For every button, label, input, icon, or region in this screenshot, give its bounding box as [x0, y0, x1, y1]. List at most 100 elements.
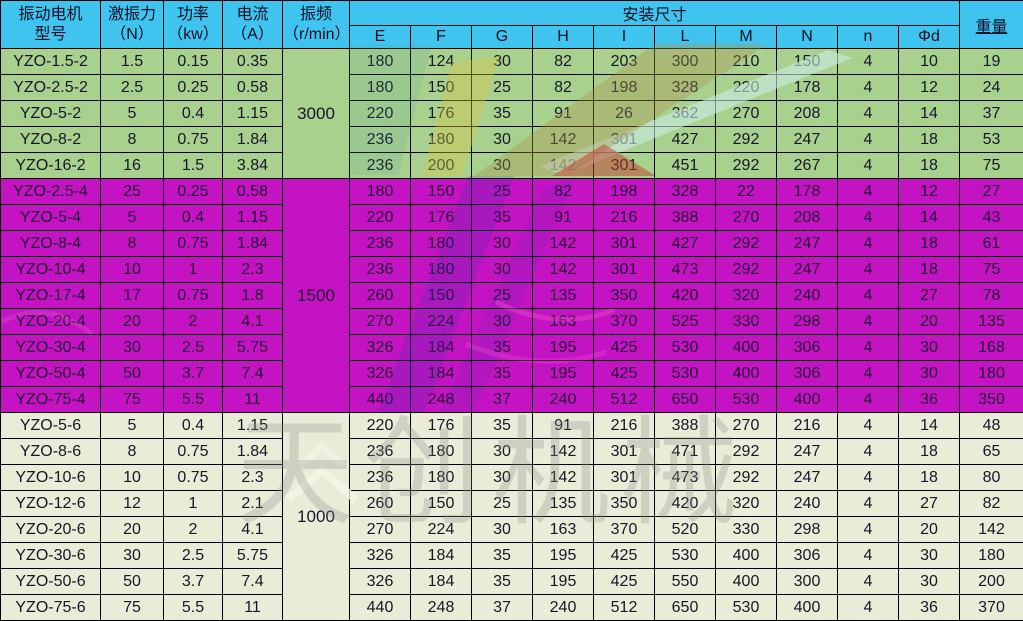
col-header-frequency-line2: （r/min）: [283, 25, 349, 45]
table-header: 振动电机 型号 激振力 （N） 功率 （kw） 电流 （A） 振频 （r/min…: [1, 1, 1023, 49]
cell-force: 12: [101, 491, 164, 517]
cell-dim-F: 184: [411, 569, 472, 595]
cell-frequency: 1000: [283, 413, 350, 621]
col-header-dim-phi-d: Φd: [899, 26, 960, 49]
cell-dim-n: 4: [838, 101, 899, 127]
cell-frequency: 3000: [283, 49, 350, 179]
cell-current: 4.1: [223, 309, 283, 335]
cell-dim-L: 328: [655, 75, 716, 101]
col-header-force: 激振力 （N）: [101, 1, 164, 49]
cell-power: 0.75: [164, 231, 223, 257]
cell-dim-F: 176: [411, 101, 472, 127]
cell-dim-M: 530: [716, 387, 777, 413]
cell-dim-E: 260: [350, 283, 411, 309]
cell-model: YZO-12-6: [1, 491, 101, 517]
cell-weight: 78: [960, 283, 1023, 309]
cell-dim-L: 427: [655, 127, 716, 153]
cell-weight: 80: [960, 465, 1023, 491]
cell-force: 30: [101, 543, 164, 569]
cell-dim-F: 150: [411, 491, 472, 517]
cell-dim-M: 400: [716, 543, 777, 569]
cell-dim-Φd: 30: [899, 543, 960, 569]
cell-dim-Φd: 10: [899, 49, 960, 75]
cell-weight: 75: [960, 153, 1023, 179]
cell-dim-H: 135: [533, 283, 594, 309]
cell-weight: 135: [960, 309, 1023, 335]
cell-dim-E: 440: [350, 387, 411, 413]
cell-dim-E: 220: [350, 413, 411, 439]
col-header-model-line2: 型号: [1, 25, 100, 45]
cell-current: 5.75: [223, 543, 283, 569]
cell-dim-M: 270: [716, 101, 777, 127]
cell-force: 25: [101, 179, 164, 205]
cell-dim-N: 240: [777, 283, 838, 309]
cell-current: 11: [223, 387, 283, 413]
cell-dim-Φd: 18: [899, 231, 960, 257]
cell-dim-G: 30: [472, 517, 533, 543]
cell-dim-M: 220: [716, 75, 777, 101]
cell-model: YZO-8-6: [1, 439, 101, 465]
col-header-power: 功率 （kw）: [164, 1, 223, 49]
cell-dim-n: 4: [838, 257, 899, 283]
col-header-dim-H: H: [533, 26, 594, 49]
col-header-current-line1: 电流: [223, 5, 282, 25]
cell-dim-N: 216: [777, 413, 838, 439]
cell-dim-N: 306: [777, 543, 838, 569]
cell-dim-G: 25: [472, 75, 533, 101]
cell-dim-I: 26: [594, 101, 655, 127]
cell-dim-I: 370: [594, 309, 655, 335]
cell-dim-F: 200: [411, 153, 472, 179]
cell-dim-I: 198: [594, 179, 655, 205]
cell-power: 1: [164, 491, 223, 517]
cell-power: 0.75: [164, 127, 223, 153]
cell-force: 5: [101, 101, 164, 127]
cell-force: 50: [101, 361, 164, 387]
cell-current: 7.4: [223, 569, 283, 595]
cell-dim-L: 471: [655, 439, 716, 465]
cell-dim-H: 195: [533, 543, 594, 569]
col-header-install-dims: 安装尺寸: [350, 1, 960, 26]
cell-dim-H: 82: [533, 75, 594, 101]
cell-dim-Φd: 12: [899, 75, 960, 101]
cell-dim-N: 178: [777, 179, 838, 205]
cell-force: 10: [101, 257, 164, 283]
cell-current: 1.15: [223, 101, 283, 127]
cell-dim-N: 267: [777, 153, 838, 179]
cell-dim-L: 362: [655, 101, 716, 127]
cell-weight: 180: [960, 543, 1023, 569]
cell-force: 17: [101, 283, 164, 309]
cell-power: 0.75: [164, 465, 223, 491]
cell-current: 0.35: [223, 49, 283, 75]
cell-dim-G: 35: [472, 543, 533, 569]
cell-power: 1.5: [164, 153, 223, 179]
cell-dim-H: 91: [533, 101, 594, 127]
cell-dim-n: 4: [838, 153, 899, 179]
cell-dim-N: 306: [777, 335, 838, 361]
cell-dim-E: 326: [350, 569, 411, 595]
cell-dim-G: 30: [472, 127, 533, 153]
cell-dim-G: 30: [472, 153, 533, 179]
cell-current: 0.58: [223, 179, 283, 205]
cell-weight: 53: [960, 127, 1023, 153]
cell-current: 1.84: [223, 439, 283, 465]
cell-dim-N: 300: [777, 569, 838, 595]
col-header-dim-G: G: [472, 26, 533, 49]
cell-dim-M: 320: [716, 283, 777, 309]
cell-dim-I: 425: [594, 569, 655, 595]
cell-dim-G: 30: [472, 465, 533, 491]
cell-dim-G: 25: [472, 179, 533, 205]
cell-dim-L: 427: [655, 231, 716, 257]
cell-force: 5: [101, 413, 164, 439]
cell-dim-Φd: 14: [899, 413, 960, 439]
